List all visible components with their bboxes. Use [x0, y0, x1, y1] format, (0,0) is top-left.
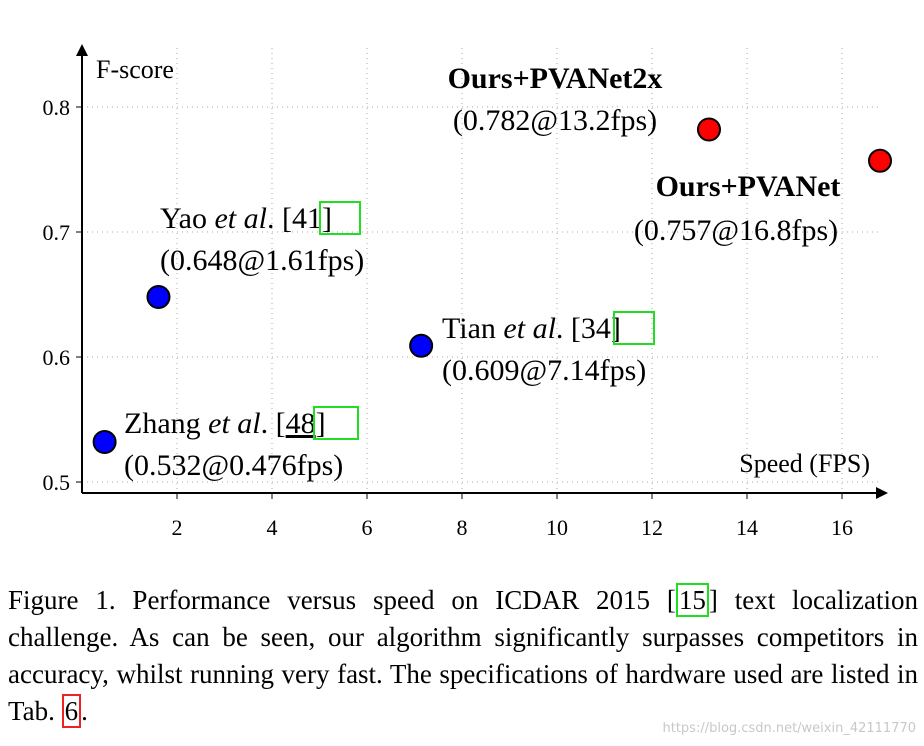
cite-tian: 34 [581, 312, 611, 345]
x-tick-label: 6 [362, 515, 373, 540]
data-point-pvanet [868, 148, 892, 173]
cite-yao: 41 [292, 202, 322, 235]
grid-lines [82, 48, 879, 493]
label-yao: Yao et al. [41] [160, 202, 332, 235]
value-label-tian: (0.609@7.14fps) [442, 354, 646, 387]
ticks: 2 4 6 8 10 12 14 16 0.5 0.6 0.7 0.8 [43, 95, 854, 540]
label-pvanet2x: Ours+PVANet2x [448, 62, 663, 95]
y-tick-label: 0.7 [43, 220, 71, 245]
x-tick-label: 2 [172, 515, 183, 540]
y-tick-label: 0.5 [43, 470, 71, 495]
scatter-chart: 2 4 6 8 10 12 14 16 0.5 0.6 0.7 0.8 F-score Speed (… [43, 44, 892, 540]
caption-cite-6[interactable]: 6 [61, 694, 82, 728]
value-label-zhang: (0.532@0.476fps) [124, 449, 343, 482]
y-axis-arrow [76, 44, 88, 56]
x-axis-title: Speed (FPS) [739, 449, 870, 478]
label-zhang: Zhang et al. [48] [124, 407, 326, 440]
caption-cite-15[interactable]: 15 [675, 583, 709, 617]
cite-box-zhang [313, 406, 359, 440]
cite-box-tian [613, 311, 655, 345]
x-axis-arrow [876, 487, 888, 499]
value-label-pvanet: (0.757@16.8fps) [634, 214, 838, 247]
label-pvanet: Ours+PVANet [656, 170, 841, 203]
figure-caption: Figure 1. Performance versus speed on IC… [8, 583, 918, 728]
x-tick-label: 8 [457, 515, 468, 540]
y-axis-title: F-score [96, 55, 174, 84]
value-label-pvanet2x: (0.782@13.2fps) [453, 104, 657, 137]
cite-zhang: 48 [286, 407, 316, 440]
watermark: https://blog.csdn.net/weixin_42111770 [662, 721, 916, 736]
value-label-yao: (0.648@1.61fps) [160, 244, 364, 277]
label-tian: Tian et al. [34] [442, 312, 621, 345]
data-point-yao [146, 285, 171, 309]
data-point-tian [409, 333, 434, 358]
x-tick-label: 16 [831, 515, 853, 540]
x-tick-label: 14 [736, 515, 758, 540]
x-tick-label: 12 [641, 515, 663, 540]
x-tick-label: 4 [267, 515, 278, 540]
y-tick-label: 0.8 [43, 95, 71, 120]
cite-box-yao [319, 201, 361, 235]
x-tick-label: 10 [546, 515, 568, 540]
y-tick-label: 0.6 [43, 345, 71, 370]
data-points [92, 117, 892, 454]
data-point-pvanet2x [697, 117, 721, 142]
data-point-zhang [92, 430, 117, 454]
